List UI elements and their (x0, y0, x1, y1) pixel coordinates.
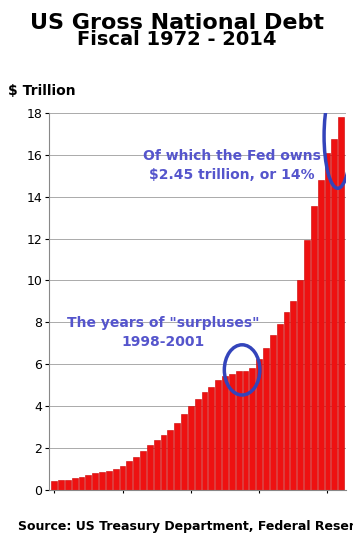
Text: Source: US Treasury Department, Federal Reserve: Source: US Treasury Department, Federal … (18, 520, 353, 533)
Bar (58, 480, 64, 490)
Bar (311, 206, 317, 490)
Text: Fiscal 1972 - 2014: Fiscal 1972 - 2014 (77, 30, 276, 48)
Bar (51, 480, 57, 490)
Bar (126, 461, 132, 490)
Text: The years of "surpluses"
1998-2001: The years of "surpluses" 1998-2001 (67, 316, 260, 349)
Bar (325, 153, 330, 490)
Bar (236, 371, 241, 490)
Bar (161, 435, 166, 490)
Bar (222, 376, 228, 490)
Bar (331, 139, 337, 490)
Bar (277, 323, 282, 490)
Bar (318, 180, 324, 490)
Bar (229, 374, 235, 490)
Bar (113, 469, 119, 490)
Bar (283, 312, 289, 490)
Text: US Gross National Debt: US Gross National Debt (30, 13, 323, 33)
Bar (147, 445, 153, 490)
Bar (195, 399, 201, 490)
Bar (85, 475, 91, 490)
Bar (72, 478, 78, 490)
Bar (154, 441, 160, 490)
Bar (243, 371, 249, 490)
Bar (106, 471, 112, 490)
Bar (140, 451, 146, 490)
Bar (338, 117, 344, 490)
Bar (263, 348, 269, 490)
Bar (256, 359, 262, 490)
Bar (202, 392, 208, 490)
Text: $ Trillion: $ Trillion (8, 84, 76, 98)
Bar (79, 477, 84, 490)
Bar (133, 457, 139, 490)
Bar (270, 335, 276, 490)
Bar (297, 280, 303, 490)
Bar (181, 414, 187, 490)
Bar (92, 473, 98, 490)
Bar (174, 422, 180, 490)
Bar (120, 466, 125, 490)
Bar (99, 472, 105, 490)
Bar (167, 430, 173, 490)
Bar (250, 368, 255, 490)
Text: Of which the Fed owns
$2.45 trillion, or 14%: Of which the Fed owns $2.45 trillion, or… (143, 148, 321, 182)
Bar (215, 380, 221, 490)
Bar (304, 240, 310, 490)
Bar (188, 406, 194, 490)
Bar (291, 301, 296, 490)
Bar (208, 387, 214, 490)
Bar (65, 480, 71, 490)
